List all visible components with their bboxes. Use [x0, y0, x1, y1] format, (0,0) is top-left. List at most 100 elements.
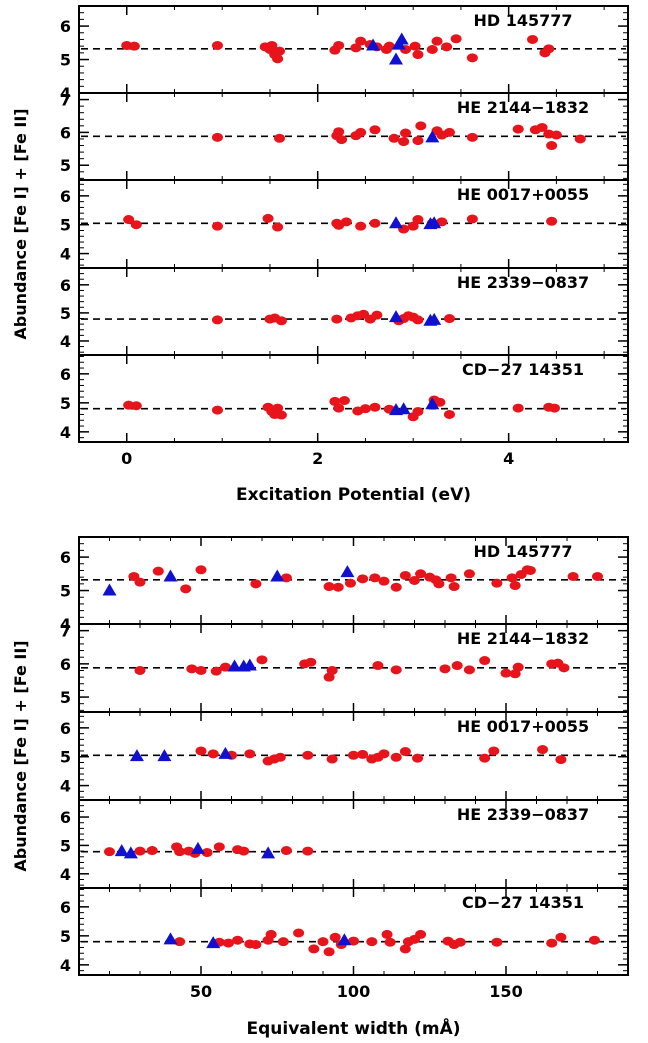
fe2-point — [340, 565, 355, 578]
fe1-point — [336, 135, 348, 145]
fe1-point — [454, 937, 466, 947]
panel-frame — [78, 354, 629, 443]
fe1-point — [588, 935, 600, 945]
fe1-point — [412, 50, 424, 60]
fe1-point — [357, 574, 369, 584]
fe1-point — [280, 846, 292, 856]
fe1-point — [210, 666, 222, 676]
fe1-point — [293, 928, 305, 938]
fe1-point — [412, 136, 424, 146]
fe1-point — [409, 41, 421, 51]
fe1-point — [250, 940, 262, 950]
fe1-point — [366, 937, 378, 947]
fe1-point — [546, 141, 558, 151]
fe1-point — [275, 316, 287, 326]
fe1-point — [134, 846, 146, 856]
fe1-point — [317, 937, 329, 947]
fe1-point — [275, 410, 287, 420]
y-tick-label: 5 — [60, 836, 71, 855]
fe1-point — [104, 847, 115, 857]
fe2-point — [388, 216, 403, 229]
x-tick-label: 0 — [121, 449, 132, 468]
fe1-point — [333, 127, 345, 137]
fe2-point — [337, 933, 352, 946]
fe1-point — [213, 842, 225, 852]
fe2-point — [394, 32, 409, 45]
fe1-point — [466, 132, 478, 142]
fe1-point — [426, 45, 438, 54]
fe1-point — [558, 663, 570, 673]
fe1-point — [383, 41, 395, 51]
fe2-point — [114, 844, 129, 857]
fe1-point — [555, 932, 567, 942]
y-tick-label: 6 — [60, 276, 71, 295]
fe1-point — [555, 755, 567, 765]
fe1-point — [443, 409, 455, 419]
fe1-point — [506, 573, 518, 583]
x-axis-label: Excitation Potential (eV) — [236, 485, 471, 505]
fe1-point — [272, 222, 284, 232]
star-label: HE 2144−1832 — [457, 629, 589, 648]
star-label: CD−27 14351 — [462, 360, 584, 379]
fe1-point — [333, 403, 345, 413]
fe1-point — [219, 662, 231, 672]
fe1-point — [512, 662, 524, 672]
fe1-point — [174, 847, 186, 857]
fe2-point — [425, 397, 440, 410]
x-tick-label: 100 — [337, 982, 370, 1001]
fe1-point — [463, 569, 475, 579]
fe1-point — [211, 315, 223, 325]
fe1-point — [211, 40, 223, 50]
y-tick-label: 4 — [60, 423, 71, 442]
fe2-point — [227, 659, 242, 672]
y-tick-label: 5 — [60, 156, 71, 175]
star-label: HE 0017+0055 — [457, 185, 589, 204]
fe2-point — [163, 569, 178, 582]
star-label: HE 2144−1832 — [457, 98, 589, 117]
fe1-point — [329, 932, 341, 942]
fe1-point — [134, 665, 146, 675]
fe1-point — [592, 571, 603, 581]
fe1-point — [372, 661, 384, 671]
x-tick-label: 150 — [489, 982, 522, 1001]
x-tick-label: 2 — [312, 449, 323, 468]
fe1-point — [409, 576, 420, 585]
fe1-point — [331, 314, 343, 324]
fe1-point — [369, 125, 381, 135]
y-tick-label: 5 — [60, 927, 71, 946]
fe1-point — [222, 938, 234, 948]
fe1-point — [355, 36, 367, 46]
fe1-point — [443, 314, 455, 324]
y-tick-label: 7 — [60, 622, 71, 641]
star-label: HD 145777 — [473, 542, 572, 561]
fe1-point — [128, 41, 140, 51]
fe1-point — [466, 214, 478, 224]
fe1-point — [415, 569, 427, 579]
fe1-point — [415, 929, 427, 939]
fe1-point — [329, 396, 341, 406]
fe1-point — [305, 657, 317, 667]
fe2-point — [388, 52, 403, 65]
fe1-point — [302, 846, 314, 856]
y-tick-label: 5 — [60, 51, 71, 70]
fe1-point — [451, 661, 463, 671]
fe1-point — [512, 403, 524, 413]
fe1-point — [369, 573, 381, 583]
fe1-point — [407, 221, 419, 231]
fe1-point — [323, 947, 335, 957]
fe1-point — [357, 749, 369, 759]
fe2-point — [242, 658, 257, 671]
y-tick-label: 6 — [60, 808, 71, 827]
fe1-point — [500, 668, 512, 678]
fe1-point — [274, 133, 286, 143]
fe1-point — [274, 752, 286, 762]
y-tick-label: 4 — [60, 615, 71, 634]
fe1-point — [466, 53, 478, 63]
fe1-point — [201, 848, 213, 858]
fe1-point — [338, 396, 350, 406]
fe1-point — [280, 573, 292, 583]
fe1-point — [326, 754, 338, 764]
star-label: HE 0017+0055 — [457, 717, 589, 736]
fe2-point — [388, 310, 403, 323]
